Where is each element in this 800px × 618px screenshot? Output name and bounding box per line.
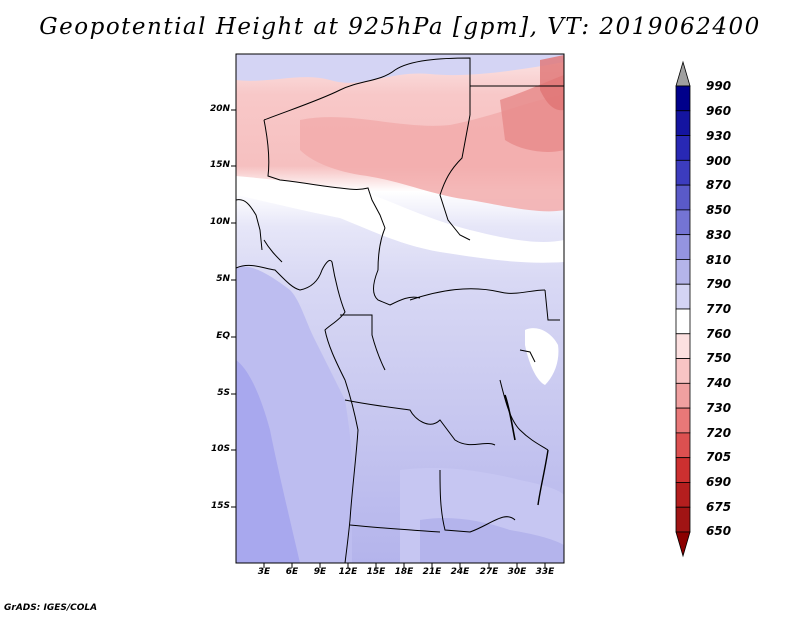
lon-label: 21E: [422, 567, 442, 577]
colorbar-label: 770: [706, 302, 732, 316]
map-field: [236, 54, 564, 563]
border-drc-tanzania: [499, 379, 549, 451]
colorbar-label: 810: [706, 253, 732, 267]
colorbar-label: 730: [706, 401, 732, 415]
lon-label: 18E: [394, 567, 414, 577]
field-band-south-deep: [420, 518, 564, 563]
lat-label: 5N: [216, 274, 230, 284]
colorbar-segment: [675, 358, 691, 384]
colorbar-segment: [675, 135, 691, 161]
colorbar-label: 740: [706, 376, 732, 390]
border-gabon-congo: [340, 314, 386, 371]
colorbar-label: 850: [706, 203, 732, 217]
colorbar-segment: [675, 209, 691, 236]
lat-label: 10S: [210, 444, 230, 454]
colorbar-label: 675: [706, 500, 732, 514]
lat-label: EQ: [216, 331, 230, 341]
colorbar-cap-bottom: [675, 531, 691, 558]
colorbar-label: 830: [706, 228, 732, 242]
field-band-north: [236, 54, 564, 83]
field-band-sahel: [300, 95, 564, 212]
colorbar-segment: [675, 283, 691, 310]
lon-label: 15E: [366, 567, 386, 577]
colorbar-segment: [675, 308, 691, 335]
colorbar-segment: [675, 432, 691, 459]
colorbar-label: 960: [706, 104, 732, 118]
border-angola-zambia: [439, 469, 516, 533]
lat-label: 15N: [209, 160, 230, 170]
colorbar-segment: [675, 382, 691, 409]
border-algeria-niger-libya: [263, 57, 471, 121]
colorbar-label: 650: [706, 524, 732, 538]
lon-label: 12E: [338, 567, 358, 577]
border-cameroon-car: [373, 227, 421, 306]
colorbar-label: 705: [706, 450, 732, 464]
border-angola-drc: [344, 399, 496, 446]
colorbar-cap-top: [675, 60, 691, 87]
lon-label: 24E: [450, 567, 470, 577]
lat-label: 20N: [209, 104, 230, 114]
lake-malawi: [537, 449, 549, 506]
colorbar-label: 690: [706, 475, 732, 489]
colorbar-segment: [675, 333, 691, 359]
border-west-africa: [235, 199, 263, 251]
colorbar-label: 790: [706, 277, 732, 291]
border-niger-nigeria: [263, 119, 386, 229]
colorbar-segment: [675, 85, 691, 112]
lat-label: 10N: [209, 217, 230, 227]
colorbar-label: 930: [706, 129, 732, 143]
border-uganda: [544, 289, 560, 321]
field-band-northeast: [540, 55, 564, 111]
colorbar-segment: [675, 110, 691, 136]
field-band-white: [236, 176, 564, 263]
lat-label: 15S: [210, 501, 230, 511]
colorbar-segment: [675, 457, 691, 483]
colorbar-segment: [675, 482, 691, 508]
chart-title: Geopotential Height at 925hPa [gpm], VT:…: [39, 14, 761, 40]
colorbar-label: 900: [706, 154, 732, 168]
lon-label: 3E: [257, 567, 271, 577]
lon-label: 6E: [285, 567, 299, 577]
colorbar-segment: [675, 407, 691, 434]
border-angola-namibia: [349, 524, 441, 533]
grads-credit: GrADS: IGES/COLA: [4, 603, 98, 613]
lon-label: 33E: [535, 567, 555, 577]
colorbar-segment: [675, 259, 691, 285]
colorbar-label: 870: [706, 178, 732, 192]
colorbar-label: 750: [706, 351, 732, 365]
lat-label: 5S: [217, 388, 230, 398]
colorbar-label: 990: [706, 79, 732, 93]
coastline-west: [235, 259, 359, 564]
colorbar-segment: [675, 159, 691, 186]
lake-tanganyika: [504, 394, 516, 441]
axis-ticks: [231, 109, 546, 568]
lon-label: 27E: [479, 567, 499, 577]
lon-label: 9E: [313, 567, 327, 577]
field-band-highland: [525, 328, 559, 385]
border-west-coast: [263, 239, 283, 263]
colorbar-segment: [675, 234, 691, 260]
colorbar: [675, 60, 691, 558]
colorbar-label: 760: [706, 327, 732, 341]
colorbar-segment: [675, 506, 691, 533]
lake-victoria-shore: [519, 349, 536, 363]
country-borders: [235, 57, 564, 564]
border-car-drc: [409, 288, 546, 301]
lon-label: 30E: [507, 567, 527, 577]
colorbar-segment: [675, 184, 691, 211]
field-band-ocean: [236, 360, 300, 563]
border-chad-sudan: [439, 114, 471, 241]
map-frame: [235, 53, 565, 564]
colorbar-label: 720: [706, 426, 732, 440]
